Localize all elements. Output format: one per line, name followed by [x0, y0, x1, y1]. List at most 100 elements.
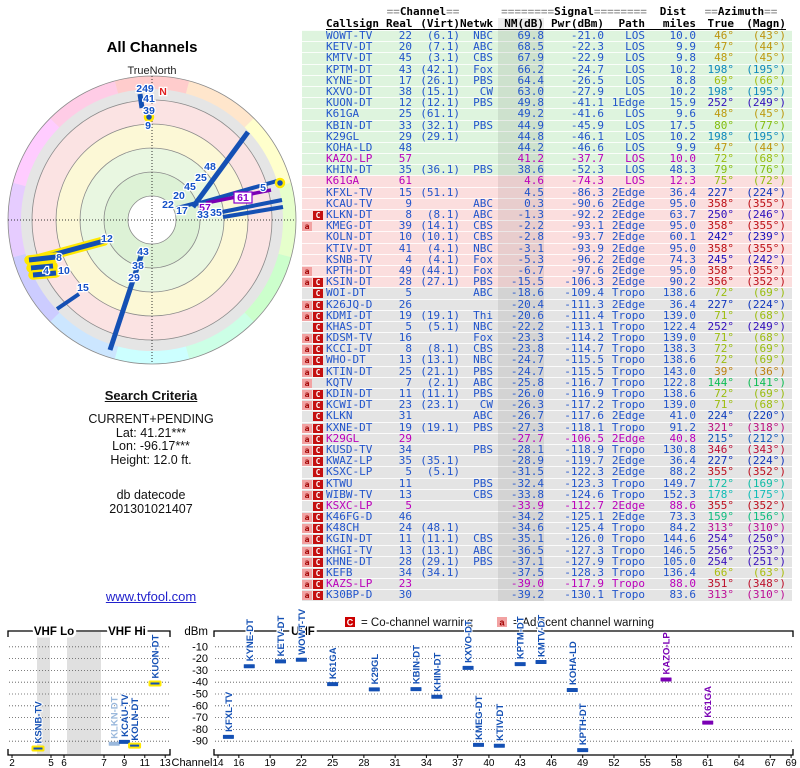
distance-cell: 139.0 [662, 331, 696, 345]
path-cell: Tropo [611, 566, 645, 579]
virtual-channel-cell: (13.1) [420, 353, 460, 367]
callsign-cell: KSIN-DT [326, 275, 373, 289]
warning-gutter [302, 198, 326, 209]
virtual-channel-cell [412, 433, 460, 444]
distance-cell: 144.6 [662, 532, 696, 546]
warning-gutter: a [302, 377, 326, 388]
path-cell: Tropo [611, 387, 645, 400]
adjacent-channel-warning-icon: a [302, 546, 312, 556]
tvfool-link[interactable]: www.tvfool.com [105, 589, 197, 604]
network-cell: Fox [473, 252, 493, 266]
nm-db-cell: -28.9 [498, 455, 544, 466]
db-datecode-label: db datecode [116, 488, 186, 502]
compass-sector [114, 75, 190, 94]
signal-marker [535, 660, 547, 665]
signal-marker-label: KSNB-TV [34, 701, 45, 744]
signal-marker-label: KUON-DT [151, 635, 162, 679]
nm-db-cell: 38.6 [498, 164, 544, 176]
distance-cell: 60.1 [669, 230, 697, 244]
power-dbm-cell: -115.5 [564, 364, 604, 378]
real-channel-cell: 30 [398, 588, 412, 602]
azimuth-true-cell: 242° [707, 230, 735, 244]
table-row: a C KDIN-DT 11 (11.1) PBS -26.0 -116.9 Tropo 138.… [302, 388, 792, 399]
table-row: K29GL 29 (29.1) 44.8 -46.1 LOS 10.2 198° (195°) [302, 129, 792, 143]
table-row: a C KWAZ-LP 35 (35.1) -28.9 -119.7 2Edge 36.4 227… [302, 455, 792, 466]
distance-cell: 74.3 [669, 252, 697, 266]
vhf-lo-label: VHF Lo [34, 626, 74, 638]
radar-signal-bar [55, 292, 81, 311]
channel-axis-label: Channel [172, 757, 213, 768]
distance-cell: 105.0 [662, 554, 696, 568]
virtual-channel-cell: (36.1) [420, 163, 460, 177]
distance-cell: 12.3 [669, 174, 697, 188]
table-row: KHIN-DT 35 (36.1) PBS 38.6 -52.3 LOS 48.3 79° (76… [302, 163, 792, 177]
channel-tick-label: 43 [515, 758, 527, 768]
azimuth-magnetic-cell: (195°) [746, 84, 786, 98]
azimuth-magnetic-cell: (45°) [752, 51, 786, 65]
radar-channel-label: 8 [56, 252, 62, 264]
real-channel-cell: 35 [398, 454, 412, 468]
nm-db-cell: 49.8 [498, 97, 544, 108]
power-dbm-cell: -112.7 [564, 498, 604, 512]
table-row: K61GA 61 4.6 -74.3 LOS 12.3 75° (72°) [302, 174, 792, 188]
signal-marker-label: KHIN-DT [432, 652, 443, 691]
network-cell: ABC [473, 286, 493, 300]
callsign-cell: KHAS-DT [326, 319, 373, 333]
table-row: C KLKN 31 ABC -26.7 -117.6 2Edge 41.0 224° (220°) [302, 409, 792, 423]
azimuth-magnetic-cell: (246°) [746, 208, 786, 221]
azimuth-true-cell: 313° [707, 521, 735, 535]
signal-marker-label: K61GA [328, 647, 339, 679]
path-cell: Tropo [611, 364, 645, 378]
azimuth-magnetic-cell: (36°) [752, 364, 786, 378]
azimuth-magnetic-cell: (220°) [746, 409, 786, 423]
path-cell: 2Edge [611, 409, 645, 423]
distance-cell: 90.2 [669, 275, 697, 289]
co-channel-warning-icon: C [313, 211, 323, 220]
co-channel-legend-icon [345, 617, 355, 627]
signal-marker [108, 741, 120, 746]
virtual-channel-cell: (61.1) [420, 107, 460, 121]
chart-frame [213, 630, 794, 637]
real-channel-cell: 9 [405, 196, 412, 210]
power-dbm-cell: -127.3 [564, 543, 604, 557]
distance-cell: 122.8 [662, 375, 696, 389]
path-cell: Tropo [611, 476, 645, 490]
real-channel-cell: 34 [398, 566, 412, 579]
table-row: a C KDSM-TV 16 Fox -23.3 -114.2 Tropo 139.0 71° (6… [302, 332, 792, 343]
co-channel-warning-icon: C [313, 390, 323, 399]
power-dbm-cell: -119.7 [564, 454, 604, 468]
power-dbm-cell: -96.2 [570, 252, 604, 266]
callsign-cell: KPTH-DT [326, 263, 373, 277]
compass-sector [50, 80, 119, 128]
radar-channel-label: 57 [199, 202, 211, 214]
virtual-channel-cell: (29.1) [420, 129, 460, 143]
nm-db-cell: -34.2 [498, 511, 544, 522]
adjacent-channel-warning-icon: a [302, 434, 312, 444]
channel-tick-label: 67 [765, 758, 777, 768]
warning-gutter: a [302, 220, 326, 232]
power-dbm-cell: -106.5 [564, 431, 604, 445]
network-cell [460, 175, 498, 186]
azimuth-true-cell: 198° [707, 62, 735, 76]
nm-db-cell: 66.2 [498, 63, 544, 75]
callsign-cell: KAZO-LP [326, 152, 373, 166]
azimuth-true-cell: 178° [707, 487, 735, 501]
path-cell: 2Edge [611, 431, 645, 445]
virtual-channel-cell: (42.1) [420, 62, 460, 76]
nm-db-cell: -20.4 [498, 298, 544, 310]
column-header-cs: Callsign [326, 18, 386, 30]
power-dbm-cell: -111.3 [564, 297, 604, 311]
azimuth-true-cell: 48° [714, 51, 734, 65]
radar-signal-dot [274, 177, 286, 189]
adjacent-channel-warning-icon: a [302, 445, 312, 455]
azimuth-true-cell: 144° [707, 375, 735, 389]
table-row: KYNE-DT 17 (26.1) PBS 64.4 -26.5 LOS 8.8 69° (66°… [302, 74, 792, 86]
power-dbm-cell: -41.1 [570, 96, 604, 110]
virtual-channel-cell: (12.1) [420, 96, 460, 110]
